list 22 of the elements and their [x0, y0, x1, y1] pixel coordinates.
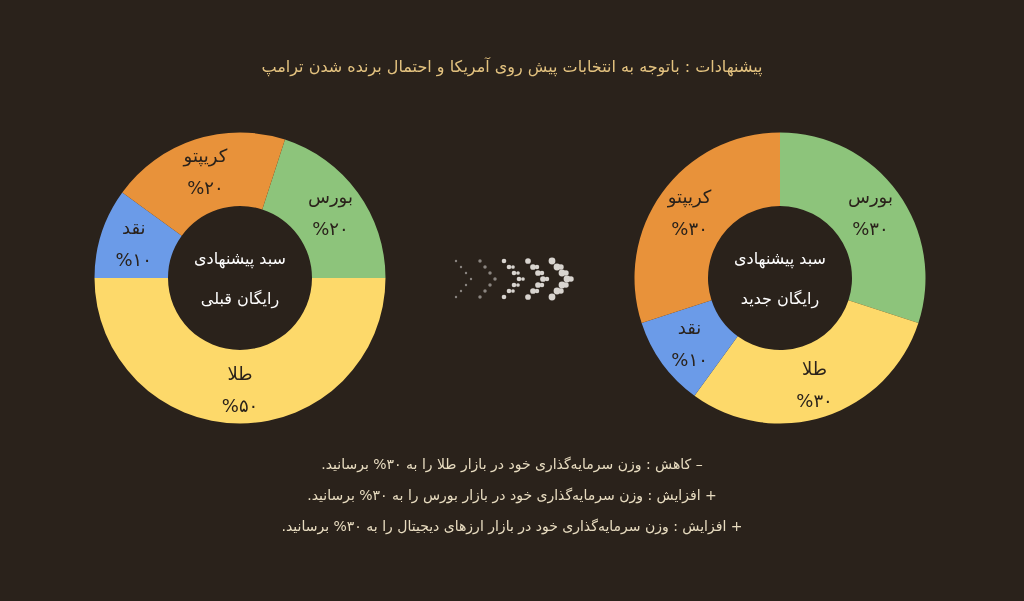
- data-label: %۵۰: [221, 395, 259, 417]
- text: + افزایش : وزن سرمایه‌گذاری خود در بازار بورس را به ۳۰% برسانید.: [306, 486, 718, 506]
- text: پیشنهادات : باتوجه به انتخابات پیش روی آمریکا و احتمال برنده شدن ترامپ: [260, 56, 764, 79]
- text: – کاهش : وزن سرمایه‌گذاری خود در بازار طلا را به ۳۰% برسانید.: [320, 455, 704, 475]
- data-label: %۲۰: [312, 217, 349, 239]
- slice-label: طلا: [227, 363, 253, 385]
- data-label: %۲۰: [187, 177, 224, 199]
- slice-label: بورس: [307, 185, 353, 208]
- data-label: %۳۰: [671, 217, 708, 239]
- slice-label: کریپتو: [182, 145, 228, 168]
- slice-label: کریپتو: [666, 185, 712, 208]
- data-label: %۱۰: [115, 248, 152, 270]
- text: + افزایش : وزن سرمایه‌گذاری خود در بازار ارزهای دیجیتال را به ۳۰% برسانید.: [280, 517, 744, 537]
- data-label: %۳۰: [852, 217, 889, 239]
- slice-label: نقد: [677, 317, 702, 339]
- slice-label: نقد: [121, 216, 146, 238]
- slice-label: بورس: [847, 185, 893, 208]
- data-label: %۱۰: [671, 349, 708, 371]
- chart-title: سبد پیشنهادی رایگان قبلی: [194, 248, 286, 308]
- data-label: %۳۰: [796, 389, 833, 411]
- slice-label: طلا: [801, 357, 828, 379]
- chart-title: سبد پیشنهادی رایگان جدید: [734, 248, 826, 308]
